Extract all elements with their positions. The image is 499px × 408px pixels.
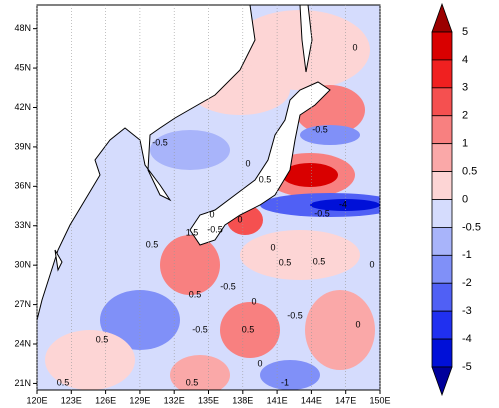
y-tick-label: 27N	[14, 299, 31, 309]
x-tick-label: 150E	[369, 395, 390, 405]
blob	[300, 125, 360, 145]
x-tick-label: 138E	[232, 395, 253, 405]
contour-label: 0	[355, 319, 360, 329]
y-tick-label: 33N	[14, 220, 31, 230]
colorbar-segment	[431, 115, 453, 145]
x-tick-label: 141E	[267, 395, 288, 405]
colorbar-triangle	[431, 2, 453, 33]
contour-label: -1	[281, 377, 289, 387]
contour-label: 0	[209, 209, 214, 219]
contour-label: 0.5	[57, 377, 70, 387]
colorbar-label: -2	[462, 277, 472, 289]
contour-label: -0.5	[287, 310, 303, 320]
contour-label: -0.5	[312, 124, 328, 134]
blob	[220, 302, 280, 358]
colorbar-label: -5	[462, 361, 472, 373]
y-tick-label: 21N	[14, 378, 31, 388]
colorbar-label: 3	[462, 82, 468, 94]
contour-label: 0.5	[186, 377, 199, 387]
taiwan	[54, 249, 63, 272]
contour-label: 0	[251, 296, 256, 306]
colorbar-segment	[431, 171, 453, 200]
x-tick-label: 147E	[335, 395, 356, 405]
contour-label: 0.5	[146, 239, 159, 249]
colorbar-segment	[431, 31, 453, 61]
blob	[150, 130, 230, 170]
contour-label: 0	[352, 42, 357, 52]
mainland	[37, 5, 256, 321]
japan	[189, 81, 331, 246]
blob	[310, 199, 380, 211]
colorbar-label: 2	[462, 110, 468, 122]
colorbar-segment	[431, 338, 453, 368]
x-tick-label: 144E	[301, 395, 322, 405]
contour-label: -0.5	[152, 137, 168, 147]
colorbar-label: 1	[462, 138, 468, 150]
colorbar-segment	[431, 227, 453, 256]
colorbar-label: 5	[462, 26, 468, 38]
contour-label: -0.5	[207, 224, 223, 234]
contour-label: 0	[257, 358, 262, 368]
contour-label: 0.5	[313, 256, 326, 266]
x-tick-label: 120E	[26, 395, 47, 405]
contour-label: -0.5	[192, 324, 208, 334]
colorbar-segment	[431, 143, 453, 172]
contour-label: 0	[369, 259, 374, 269]
colorbar-segment	[431, 87, 453, 117]
x-tick-label: 126E	[95, 395, 116, 405]
sakhalin	[299, 5, 313, 73]
colorbar-label: -1	[462, 249, 472, 261]
colorbar-segment	[431, 310, 453, 340]
colorbar-label: 4	[462, 54, 468, 66]
contour-label: 1.5	[186, 227, 199, 237]
colorbar-segment	[431, 282, 453, 312]
colorbar-label: 0.5	[462, 165, 477, 177]
blob	[240, 230, 360, 280]
y-tick-label: 24N	[14, 338, 31, 348]
contour-label: 0.5	[96, 334, 109, 344]
colorbar-label: 0	[462, 193, 468, 205]
blob	[305, 290, 375, 370]
y-tick-label: 30N	[14, 260, 31, 270]
blob	[260, 360, 320, 390]
contour-label: -4	[339, 199, 347, 209]
x-tick-label: 129E	[129, 395, 150, 405]
blob	[45, 330, 135, 390]
x-tick-label: 123E	[61, 395, 82, 405]
contour-label: 0	[237, 214, 242, 224]
colorbar-label: -3	[462, 305, 472, 317]
blob	[170, 355, 230, 390]
contour-label: 0.5	[189, 289, 202, 299]
contour-label: 0.5	[279, 257, 292, 267]
x-tick-label: 135E	[198, 395, 219, 405]
contour-label: 0.5	[242, 324, 255, 334]
colorbar-segment	[431, 199, 453, 228]
y-tick-label: 39N	[14, 141, 31, 151]
colorbar-label: -4	[462, 333, 472, 345]
colorbar-label: -0.5	[462, 221, 481, 233]
y-tick-label: 42N	[14, 102, 31, 112]
contour-label: 0	[245, 158, 250, 168]
colorbar-triangle	[431, 366, 453, 397]
contour-label: 0.5	[259, 174, 272, 184]
colorbar-segment	[431, 59, 453, 89]
colorbar-segment	[431, 254, 453, 284]
blob	[282, 163, 338, 187]
contour-label: 0	[270, 242, 275, 252]
blob	[160, 235, 220, 295]
contour-label: -0.5	[314, 208, 330, 218]
y-tick-label: 36N	[14, 181, 31, 191]
field	[37, 5, 380, 390]
contour-label: -0.5	[220, 281, 236, 291]
y-tick-label: 45N	[14, 62, 31, 72]
x-tick-label: 132E	[164, 395, 185, 405]
y-tick-label: 48N	[14, 23, 31, 33]
